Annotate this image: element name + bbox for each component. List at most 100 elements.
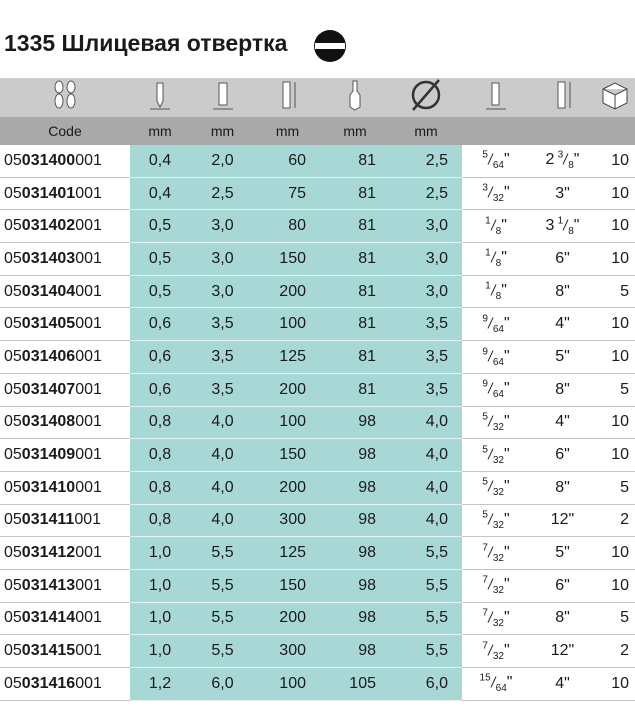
mm-cell: 81 — [320, 340, 390, 374]
mm-cell: 3,0 — [390, 242, 462, 276]
mm-cell: 98 — [320, 438, 390, 472]
code-cell: 05031410001 — [0, 471, 130, 505]
inch-mark: " — [504, 184, 510, 202]
fraction: 9 64" — [482, 379, 509, 401]
fraction: 5 32" — [482, 411, 509, 434]
denominator: 64 — [492, 356, 504, 368]
whole: 3 — [555, 184, 565, 202]
fraction: 5" — [555, 544, 570, 561]
code-prefix: 05 — [4, 576, 22, 594]
data-row: 05031405001 0,6 3,5 100 81 3,5 964" 4" 10 — [0, 307, 635, 342]
fraction: 5 32" — [482, 477, 509, 499]
code-main: 031400 — [21, 151, 76, 169]
denominator: 64 — [492, 160, 504, 172]
inch-cell: 5 64" — [462, 145, 530, 178]
mm-cell: 81 — [320, 177, 390, 211]
denominator: 32 — [492, 487, 504, 499]
denominator: 32 — [492, 650, 504, 662]
code-prefix: 05 — [4, 347, 22, 365]
fraction: 18" — [485, 215, 507, 237]
icon — [0, 78, 130, 117]
code-prefix: 05 — [4, 151, 22, 169]
code-suffix: 001 — [75, 413, 102, 431]
whole: 8 — [555, 380, 565, 398]
qty-cell: 10 — [595, 242, 635, 276]
qty-cell: 10 — [595, 569, 635, 603]
inch-cell: 5" — [530, 340, 595, 374]
code-suffix: 001 — [75, 184, 102, 202]
mm-cell: 5,5 — [390, 536, 462, 570]
mm-cell: 80 — [255, 209, 320, 244]
code-cell: 05031415001 — [0, 634, 130, 668]
mm-cell: 3,0 — [390, 209, 462, 244]
inch-mark: " — [573, 216, 580, 234]
mm-cell: 75 — [255, 177, 320, 211]
mm-cell: 150 — [255, 438, 320, 472]
code-prefix: 05 — [4, 642, 22, 660]
code-cell: 05031404001 — [0, 275, 130, 309]
mm-cell: 105 — [320, 667, 390, 701]
code-cell: 05031409001 — [0, 438, 130, 472]
mm-cell: 0,8 — [130, 471, 190, 505]
icon-row — [0, 78, 635, 117]
code-prefix: 05 — [4, 544, 22, 562]
mm-cell: 81 — [320, 307, 390, 342]
inch-cell: 7 32" — [462, 634, 530, 668]
code-suffix: 001 — [75, 315, 102, 333]
inch-mark: " — [564, 249, 570, 267]
numerator: 7 — [482, 575, 488, 587]
mm-cell: 0,8 — [130, 438, 190, 472]
code-suffix: 001 — [75, 478, 102, 496]
code-suffix: 001 — [75, 347, 102, 365]
qty-cell: 10 — [595, 340, 635, 374]
fraction: 2 38" — [546, 150, 580, 172]
mm-cell: 5,5 — [190, 536, 255, 570]
code-main: 031412 — [21, 544, 76, 562]
inch-cell: 5 32" — [462, 406, 530, 440]
mm-cell: 81 — [320, 242, 390, 276]
numerator: 15 — [479, 673, 491, 685]
code-cell: 05031405001 — [0, 307, 130, 342]
fraction: 3 32" — [482, 182, 510, 205]
data-row: 05031413001 1,0 5,5 150 98 5,5 732" 6" 10 — [0, 569, 635, 603]
code-main: 031401 — [21, 184, 76, 202]
code-prefix: 05 — [4, 217, 22, 235]
mm-cell: 0,4 — [130, 145, 190, 178]
fraction: 3" — [555, 185, 570, 202]
whole: 4 — [555, 315, 565, 333]
mm-cell: 3,5 — [390, 373, 462, 407]
mm-cell: 0,5 — [130, 275, 190, 309]
inch-cell: 12" — [530, 504, 595, 538]
mm-cell: 4,0 — [190, 471, 255, 505]
denominator: 32 — [492, 454, 504, 466]
whole: 5 — [555, 347, 565, 365]
code-prefix: 05 — [4, 380, 22, 398]
inch-cell: 5" — [530, 536, 595, 570]
inch-mark: " — [564, 315, 570, 333]
unit-cell — [462, 117, 530, 145]
numerator: 5 — [482, 411, 488, 423]
fraction: 7 32" — [482, 640, 509, 662]
mm-cell: 3,0 — [190, 209, 255, 244]
fraction: 7 32" — [482, 542, 509, 564]
inch-cell: 3 32" — [462, 177, 530, 211]
code-cell: 05031406001 — [0, 340, 130, 374]
inch-mark: " — [504, 347, 510, 365]
fraction: 6" — [555, 446, 570, 463]
numerator: 1 — [485, 215, 491, 227]
code-cell: 05031403001 — [0, 242, 130, 276]
code-main: 031411 — [21, 511, 75, 529]
data-row: 05031407001 0,6 3,5 200 81 3,5 964" 8" 5 — [0, 373, 635, 407]
mm-cell: 2,5 — [190, 177, 255, 211]
data-row: 05031406001 0,6 3,5 125 81 3,5 964" 5" 10 — [0, 340, 635, 374]
qty-cell: 10 — [595, 177, 635, 211]
mm-cell: 4,0 — [190, 406, 255, 440]
icon — [530, 78, 595, 117]
inch-mark: " — [501, 282, 507, 300]
mm-cell: 3,5 — [190, 307, 255, 342]
numerator: 3 — [482, 182, 488, 194]
mm-cell: 1,0 — [130, 602, 190, 636]
mm-cell: 200 — [255, 275, 320, 309]
inch-cell: 7 32" — [462, 569, 530, 603]
